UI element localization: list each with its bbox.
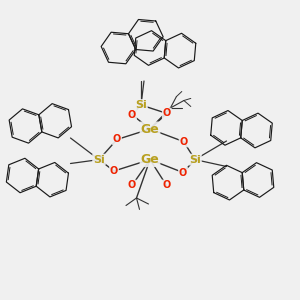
- Text: O: O: [128, 110, 136, 120]
- Text: Ge: Ge: [141, 153, 159, 166]
- Text: O: O: [179, 167, 187, 178]
- Text: O: O: [128, 180, 136, 190]
- Text: O: O: [113, 134, 121, 145]
- Text: O: O: [162, 180, 171, 190]
- Text: Ge: Ge: [141, 122, 159, 136]
- Text: O: O: [163, 108, 171, 118]
- Text: O: O: [179, 136, 188, 147]
- Text: Si: Si: [93, 154, 105, 165]
- Text: O: O: [110, 166, 118, 176]
- Text: Si: Si: [189, 154, 201, 165]
- Text: Si: Si: [135, 100, 147, 110]
